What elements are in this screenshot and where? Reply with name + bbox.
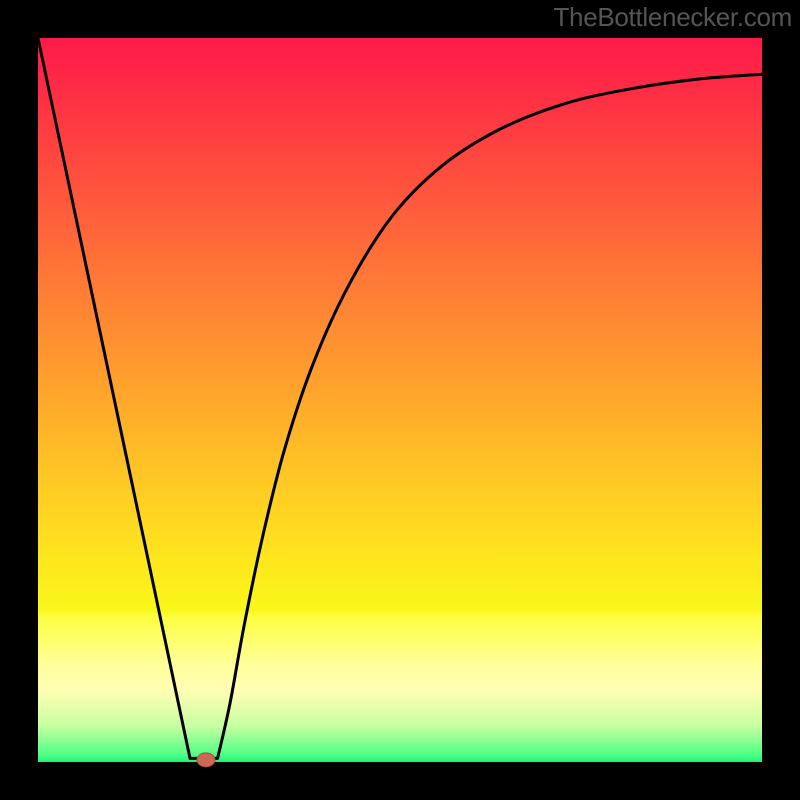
bottleneck-chart: [0, 0, 800, 800]
plot-area: [38, 38, 762, 762]
optimal-point-marker: [197, 753, 215, 767]
watermark-text: TheBottlenecker.com: [553, 2, 792, 33]
chart-container: TheBottlenecker.com: [0, 0, 800, 800]
